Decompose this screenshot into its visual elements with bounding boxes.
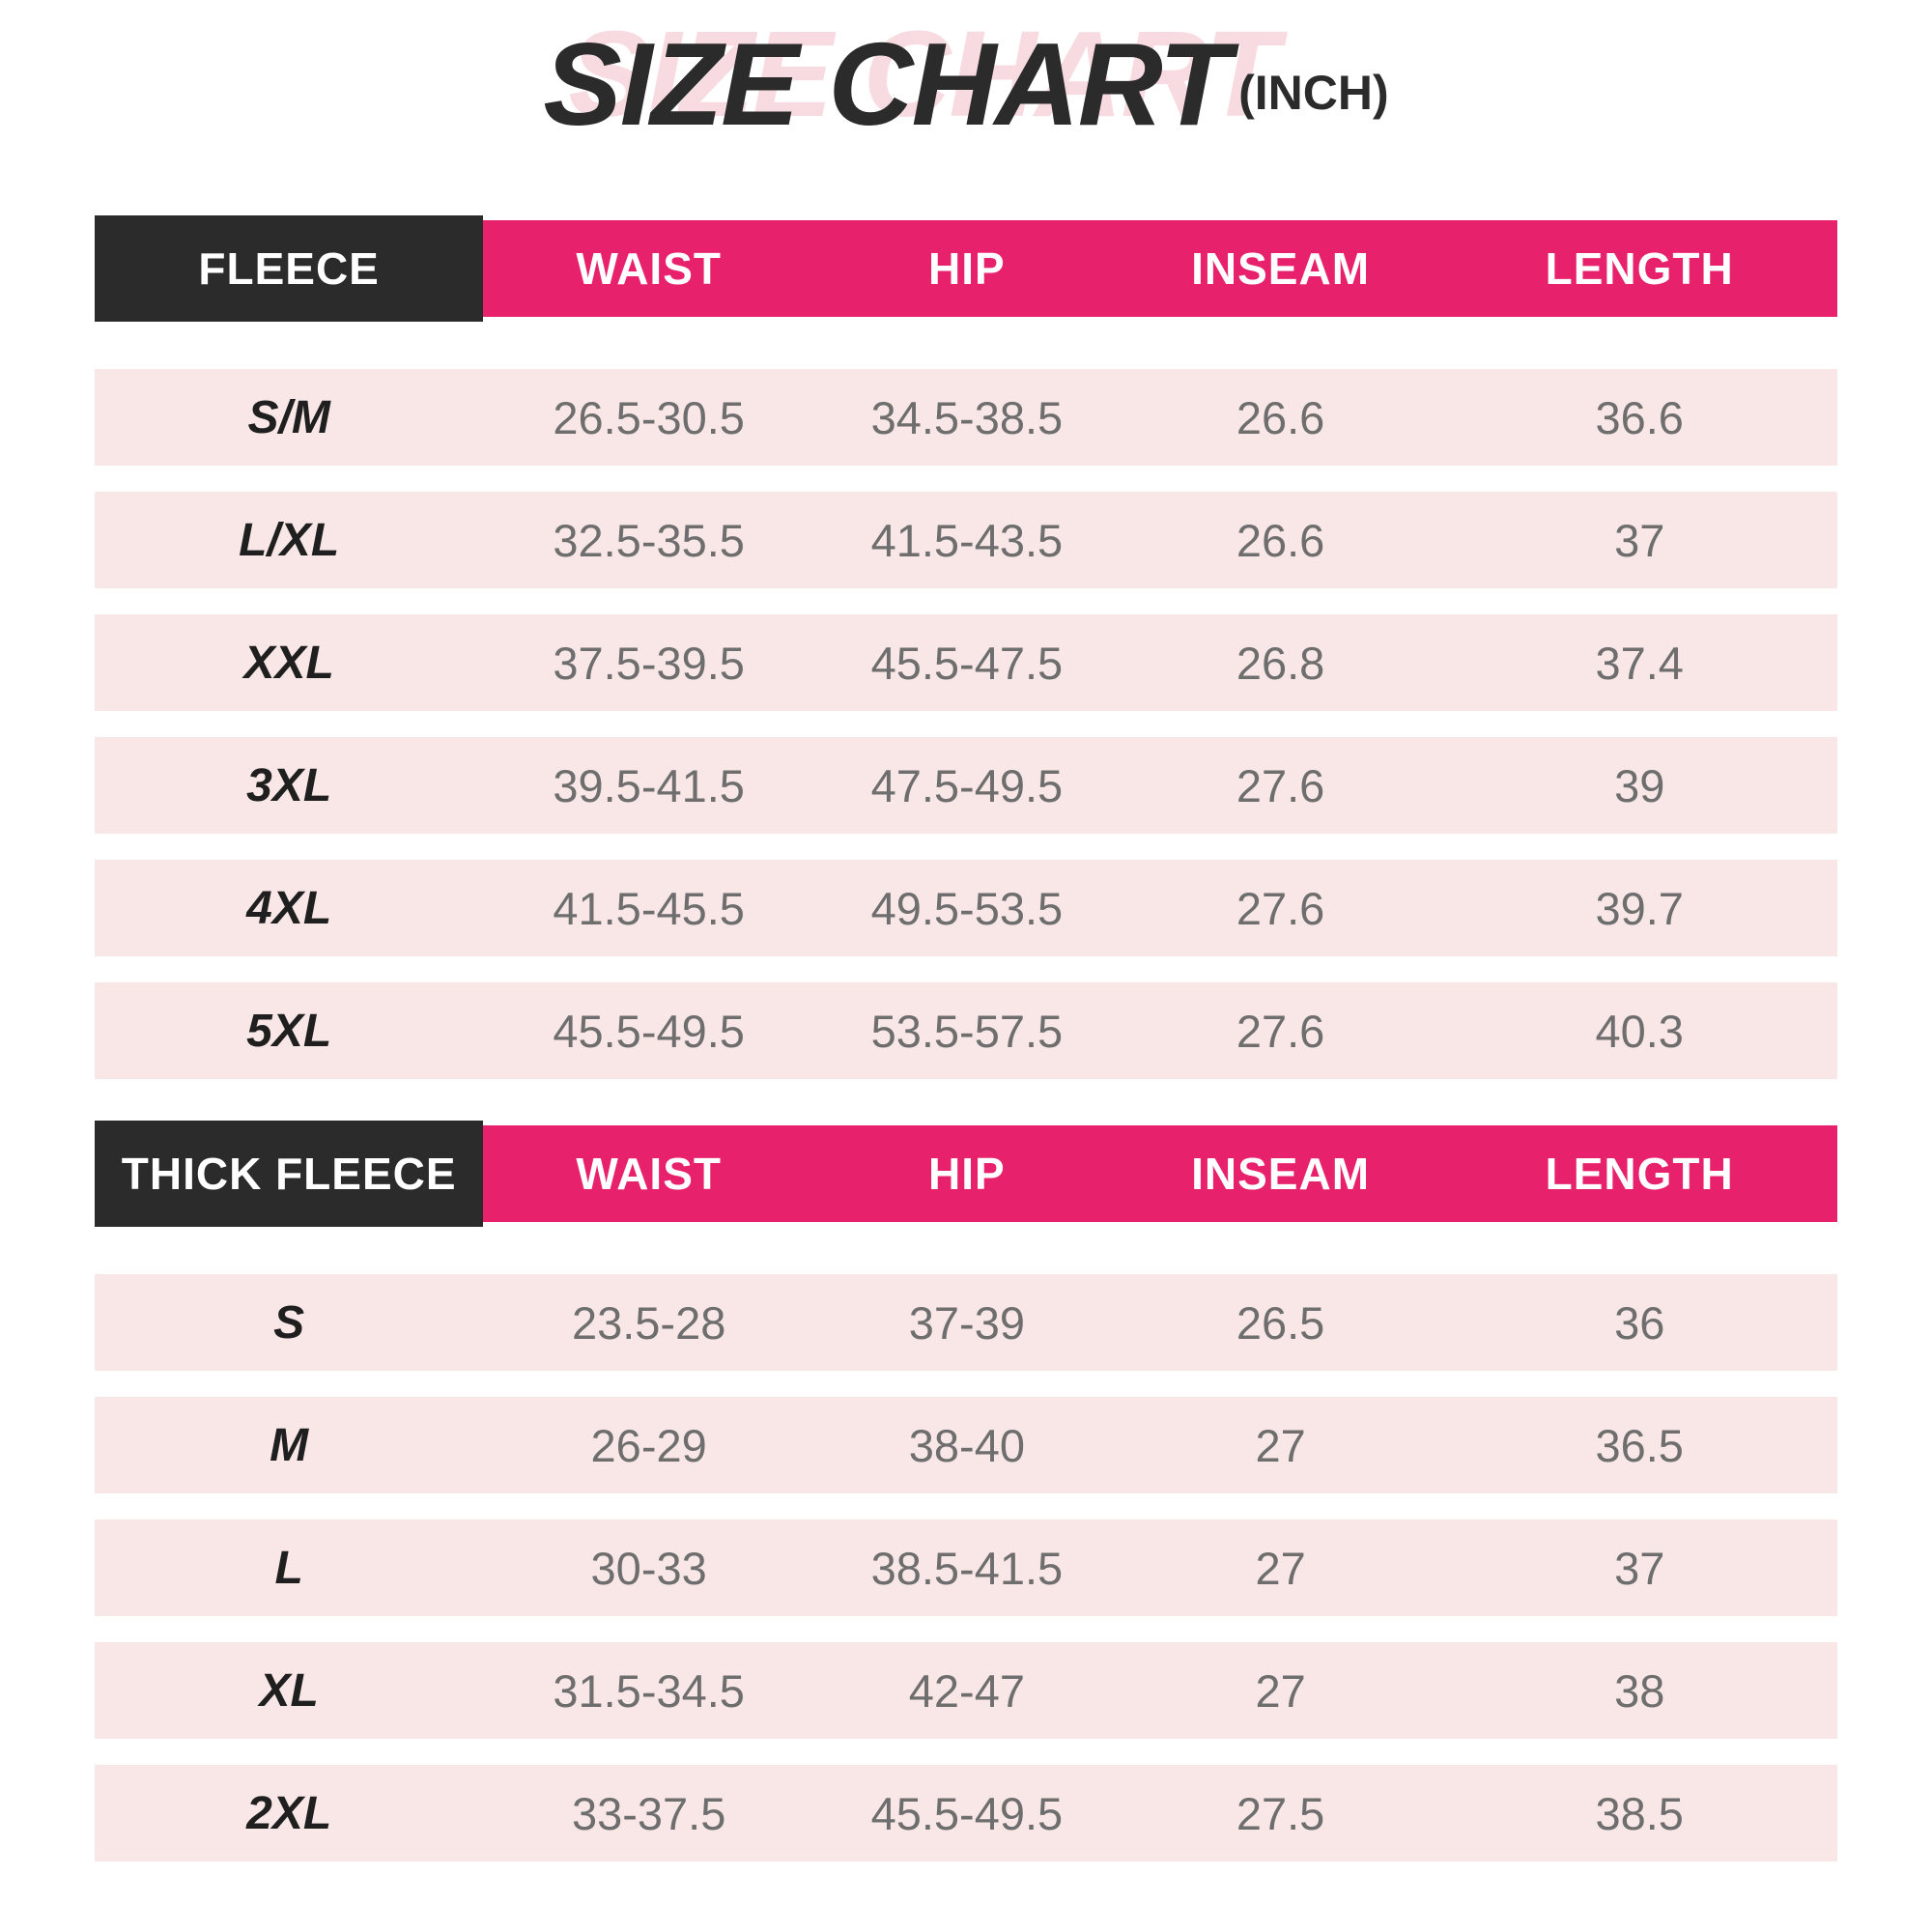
cell-waist: 33-37.5 — [571, 1787, 726, 1839]
title-wrapper: SIZE CHART SIZE CHART (INCH) — [543, 14, 1389, 144]
table-row: 4XL 41.5-45.5 49.5-53.5 27.6 39.7 — [95, 860, 1837, 956]
cell-inseam: 27 — [1255, 1542, 1306, 1594]
cell-length: 39.7 — [1595, 882, 1684, 934]
cell-inseam: 27.6 — [1236, 882, 1325, 934]
cell-size: 3XL — [246, 759, 332, 811]
cell-waist: 26.5-30.5 — [553, 391, 745, 443]
cell-length: 39 — [1614, 759, 1665, 811]
table-row: L/XL 32.5-35.5 41.5-43.5 26.6 37 — [95, 492, 1837, 588]
cell-inseam: 26.8 — [1236, 637, 1325, 689]
cell-hip: 45.5-47.5 — [870, 637, 1064, 689]
column-header-inseam: INSEAM — [1191, 1149, 1371, 1199]
table-row: 2XL 33-37.5 45.5-49.5 27.5 38.5 — [95, 1765, 1837, 1861]
title-unit-label: (INCH) — [1238, 66, 1389, 120]
cell-hip: 47.5-49.5 — [870, 759, 1064, 811]
title-text: SIZE CHART — [543, 18, 1231, 150]
cell-hip: 53.5-57.5 — [870, 1005, 1064, 1057]
table-row: XXL 37.5-39.5 45.5-47.5 26.8 37.4 — [95, 614, 1837, 711]
column-header-waist: WAIST — [576, 1149, 722, 1199]
cell-size: S/M — [247, 391, 330, 443]
cell-length: 37.4 — [1595, 637, 1684, 689]
column-header-waist: WAIST — [576, 243, 722, 294]
cell-hip: 45.5-49.5 — [870, 1787, 1064, 1839]
cell-waist: 23.5-28 — [571, 1296, 726, 1349]
title-ghost-text: SIZE CHART — [568, 6, 1279, 142]
page-title: SIZE CHART SIZE CHART (INCH) — [95, 14, 1837, 156]
cell-size: XL — [259, 1664, 319, 1717]
cell-size: M — [270, 1419, 309, 1471]
cell-inseam: 27.5 — [1236, 1787, 1325, 1839]
table-label-thick-fleece: THICK FLEECE — [95, 1121, 484, 1227]
cell-length: 38 — [1614, 1664, 1665, 1717]
table-row: M 26-29 38-40 27 36.5 — [95, 1397, 1837, 1493]
cell-waist: 30-33 — [590, 1542, 707, 1594]
cell-size: S — [273, 1296, 305, 1349]
table-row: L 30-33 38.5-41.5 27 37 — [95, 1520, 1837, 1616]
cell-waist: 31.5-34.5 — [553, 1664, 745, 1717]
cell-length: 36.6 — [1595, 391, 1684, 443]
cell-inseam: 27.6 — [1236, 1005, 1325, 1057]
cell-waist: 32.5-35.5 — [553, 514, 745, 566]
cell-length: 40.3 — [1595, 1005, 1684, 1057]
cell-size: 5XL — [246, 1005, 332, 1057]
column-header-inseam: INSEAM — [1191, 243, 1371, 294]
column-header-hip: HIP — [928, 1149, 1006, 1199]
table-row: S 23.5-28 37-39 26.5 36 — [95, 1274, 1837, 1371]
cell-waist: 37.5-39.5 — [553, 637, 745, 689]
cell-waist: 39.5-41.5 — [553, 759, 745, 811]
cell-size: 2XL — [246, 1787, 332, 1839]
cell-size: 4XL — [246, 882, 332, 934]
cell-inseam: 26.6 — [1236, 514, 1325, 566]
column-header-length: LENGTH — [1545, 243, 1734, 294]
cell-inseam: 27 — [1255, 1664, 1306, 1717]
cell-size: XXL — [243, 637, 334, 689]
cell-hip: 38-40 — [908, 1419, 1025, 1471]
table-row: XL 31.5-34.5 42-47 27 38 — [95, 1642, 1837, 1739]
cell-size: L — [274, 1542, 303, 1594]
cell-waist: 26-29 — [590, 1419, 707, 1471]
cell-hip: 34.5-38.5 — [870, 391, 1064, 443]
cell-waist: 45.5-49.5 — [553, 1005, 745, 1057]
cell-length: 37 — [1614, 514, 1665, 566]
cell-inseam: 27.6 — [1236, 759, 1325, 811]
cell-hip: 49.5-53.5 — [870, 882, 1064, 934]
column-header-length: LENGTH — [1545, 1149, 1734, 1199]
fleece-table: FLEECE WAIST HIP INSEAM LENGTH S/M 26.5-… — [95, 215, 1837, 1079]
table-row: 5XL 45.5-49.5 53.5-57.5 27.6 40.3 — [95, 982, 1837, 1079]
cell-hip: 38.5-41.5 — [870, 1542, 1064, 1594]
cell-waist: 41.5-45.5 — [553, 882, 745, 934]
cell-hip: 37-39 — [908, 1296, 1025, 1349]
cell-hip: 41.5-43.5 — [870, 514, 1064, 566]
cell-inseam: 27 — [1255, 1419, 1306, 1471]
cell-size: L/XL — [239, 514, 340, 566]
cell-length: 36.5 — [1595, 1419, 1684, 1471]
fleece-table-header: FLEECE WAIST HIP INSEAM LENGTH — [95, 215, 1837, 322]
cell-length: 36 — [1614, 1296, 1665, 1349]
cell-inseam: 26.5 — [1236, 1296, 1325, 1349]
cell-inseam: 26.6 — [1236, 391, 1325, 443]
column-header-hip: HIP — [928, 243, 1006, 294]
cell-length: 37 — [1614, 1542, 1665, 1594]
table-label-fleece: FLEECE — [95, 215, 484, 322]
thick-fleece-table-header: THICK FLEECE WAIST HIP INSEAM LENGTH — [95, 1121, 1837, 1227]
cell-length: 38.5 — [1595, 1787, 1684, 1839]
cell-hip: 42-47 — [908, 1664, 1025, 1717]
thick-fleece-table: THICK FLEECE WAIST HIP INSEAM LENGTH S 2… — [95, 1121, 1837, 1861]
table-row: S/M 26.5-30.5 34.5-38.5 26.6 36.6 — [95, 369, 1837, 466]
table-row: 3XL 39.5-41.5 47.5-49.5 27.6 39 — [95, 737, 1837, 834]
